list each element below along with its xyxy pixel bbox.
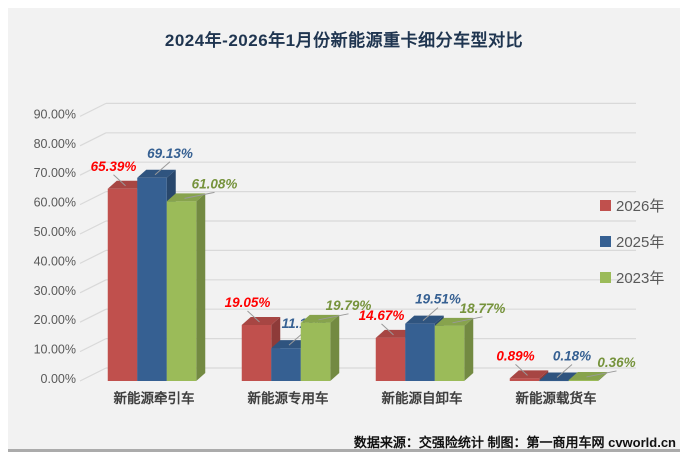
y-axis-tick-label: 20.00% (34, 313, 76, 327)
legend-label-2023: 2023年 (616, 269, 665, 287)
legend: 2026年 2025年 2023年 (600, 194, 680, 302)
bar-2025年-新能源专用车 (271, 348, 301, 381)
data-label-leader-line (452, 316, 483, 324)
x-axis-category-label: 新能源牵引车 (114, 390, 195, 406)
bar-top-face (434, 317, 474, 326)
data-label: 0.89% (496, 348, 534, 363)
data-label-leader-line (154, 161, 171, 176)
bar-top-face (107, 180, 147, 189)
legend-item-2023: 2023年 (600, 266, 680, 288)
bar-2026年-新能源牵引车 (107, 188, 138, 381)
bar-side-face (598, 371, 608, 381)
y-axis-tick-label: 90.00% (34, 107, 76, 121)
y-axis-tick-label: 80.00% (34, 137, 76, 151)
gridline-diagonal (79, 220, 107, 235)
legend-swatch-2026-icon (600, 199, 611, 211)
data-label-leader-line (381, 323, 394, 336)
data-label-leader-line (247, 310, 260, 323)
data-label: 19.05% (225, 295, 271, 310)
bar-2023年-新能源牵引车 (166, 201, 197, 381)
y-axis-tick-label: 10.00% (34, 343, 76, 357)
bar-top-face (375, 329, 415, 338)
gridline-diagonal (79, 367, 107, 382)
data-label: 69.13% (147, 146, 193, 161)
data-label: 19.79% (326, 298, 372, 313)
bar-2026年-新能源自卸车 (375, 337, 406, 381)
legend-swatch-2023-icon (600, 271, 611, 283)
data-label: 0.36% (597, 355, 635, 370)
x-axis-category-label: 新能源载货车 (516, 390, 597, 406)
bar-2025年-新能源牵引车 (137, 177, 167, 381)
data-label: 0.18% (553, 348, 591, 363)
data-label: 18.77% (460, 301, 506, 316)
data-label: 61.08% (192, 176, 238, 191)
data-label: 14.67% (359, 308, 405, 323)
gridline-diagonal (79, 191, 107, 206)
legend-label-2025: 2025年 (616, 233, 665, 251)
data-label: 19.51% (415, 292, 461, 307)
y-axis-tick-label: 40.00% (34, 254, 76, 268)
bar-2026年-新能源载货车 (509, 378, 540, 381)
bar-2025年-新能源自卸车 (405, 323, 435, 381)
legend-item-2025: 2025年 (600, 230, 680, 252)
y-axis-tick-label: 60.00% (34, 196, 76, 210)
gridline-diagonal (79, 338, 107, 353)
gridline-diagonal (79, 279, 107, 294)
x-axis-category-label: 新能源自卸车 (382, 390, 463, 406)
data-label-leader-line (586, 370, 617, 378)
data-label-leader-line (113, 174, 126, 187)
bar-side-face (330, 314, 340, 381)
gridline-diagonal (79, 102, 107, 117)
gridline-diagonal (79, 132, 107, 147)
bar-top-face (241, 316, 281, 325)
data-label-leader-line (556, 364, 573, 378)
bar-2025年-新能源载货车 (539, 380, 569, 382)
chart-title: 2024年-2026年1月份新能源重卡细分车型对比 (164, 31, 524, 50)
data-label-leader-line (422, 307, 439, 322)
bar-side-face (539, 370, 549, 381)
x-axis-category-label: 新能源专用车 (248, 390, 329, 406)
data-source-note: 数据来源：交强险统计 制图：第一商用车网 cvworld.cn (353, 435, 676, 450)
bar-2023年-新能源专用车 (300, 322, 331, 381)
y-axis-tick-label: 30.00% (34, 284, 76, 298)
legend-label-2026: 2026年 (616, 197, 665, 215)
gridline-diagonal (79, 308, 107, 323)
bar-side-face (464, 317, 474, 381)
legend-swatch-2025-icon (600, 235, 611, 247)
bar-top-face (166, 193, 206, 202)
bar-2023年-新能源自卸车 (434, 325, 465, 381)
data-label-leader-line (184, 191, 215, 199)
bar-side-face (196, 193, 206, 381)
y-axis-tick-label: 50.00% (34, 225, 76, 239)
legend-item-2026: 2026年 (600, 194, 680, 216)
bar-top-face (509, 370, 549, 379)
bar-2023年-新能源载货车 (568, 379, 599, 381)
bar-top-face (568, 371, 608, 380)
bar-2026年-新能源专用车 (241, 324, 272, 381)
y-axis-tick-label: 70.00% (34, 166, 76, 180)
bar-top-face (300, 314, 340, 323)
gridline-diagonal (79, 249, 107, 264)
data-label: 65.39% (91, 159, 137, 174)
data-label-leader-line (318, 313, 349, 321)
gridline-diagonal (79, 161, 107, 176)
data-label-leader-line (515, 364, 528, 376)
y-axis-tick-label: 0.00% (41, 372, 76, 386)
